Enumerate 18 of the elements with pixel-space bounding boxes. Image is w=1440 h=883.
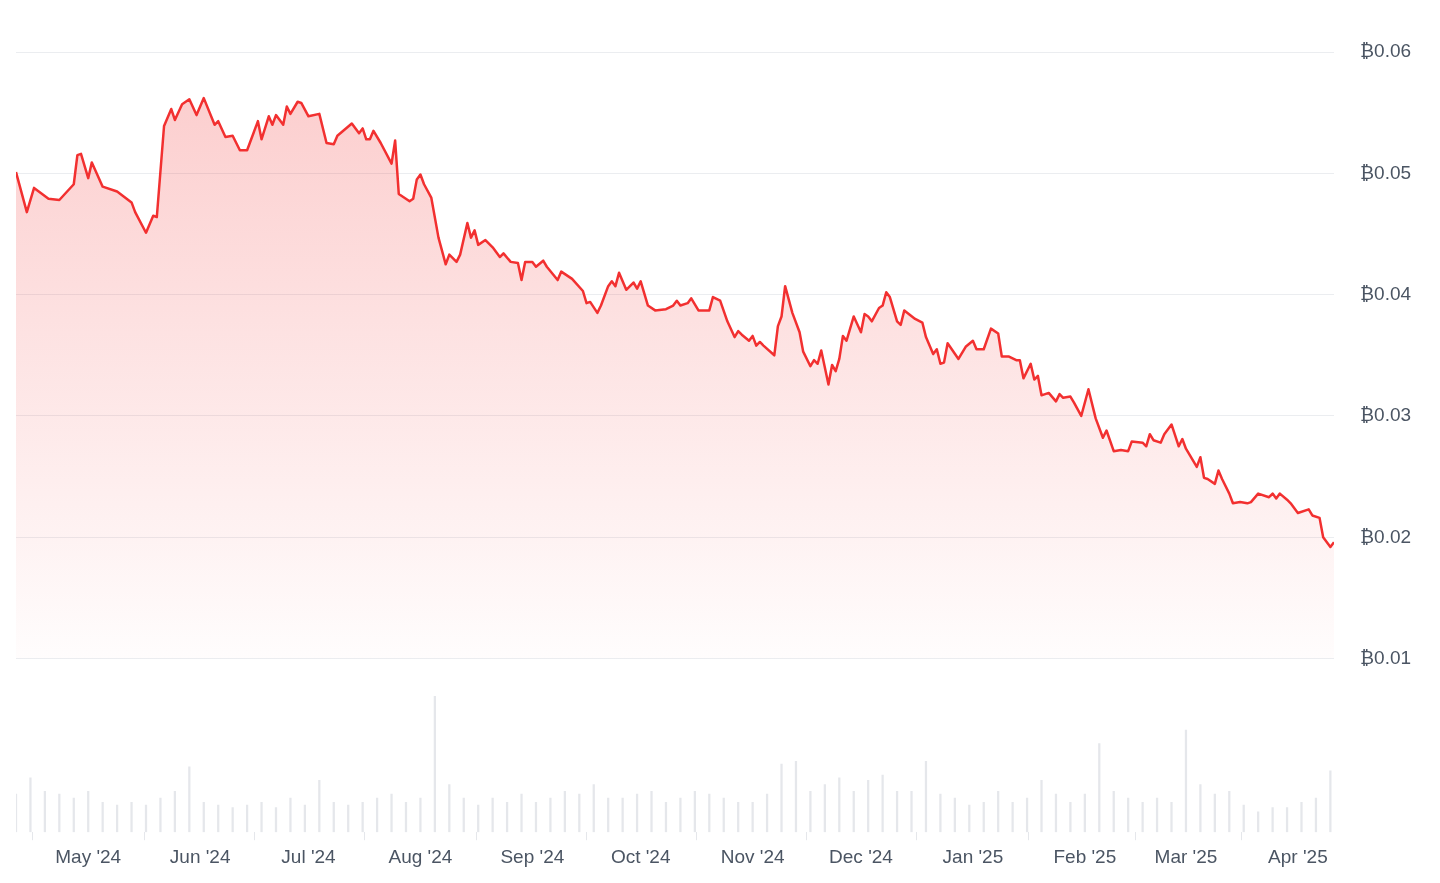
y-tick-label: ₿0.01 — [1360, 646, 1412, 668]
x-tick-label: Nov '24 — [720, 845, 785, 867]
y-tick-label: ₿0.02 — [1360, 525, 1412, 547]
x-tick-label: Oct '24 — [610, 845, 671, 867]
x-tick-label: Feb '25 — [1053, 845, 1117, 867]
x-tick-label: Jan '25 — [942, 845, 1004, 867]
x-tick-label: Jun '24 — [169, 845, 231, 867]
y-tick-label: ₿0.05 — [1360, 161, 1412, 183]
y-tick-label: ₿0.04 — [1360, 282, 1412, 304]
y-tick-label: ₿0.06 — [1360, 40, 1412, 62]
x-tick-label: May '24 — [55, 845, 122, 867]
x-tick-label: Aug '24 — [388, 845, 453, 867]
x-tick-label: Apr '25 — [1268, 845, 1328, 867]
y-tick-label: ₿0.03 — [1360, 404, 1412, 426]
x-tick-label: Jul '24 — [281, 845, 337, 867]
x-tick-label: Sep '24 — [500, 845, 565, 867]
x-tick-label: Dec '24 — [829, 845, 894, 867]
x-tick-label: Mar '25 — [1154, 845, 1218, 867]
